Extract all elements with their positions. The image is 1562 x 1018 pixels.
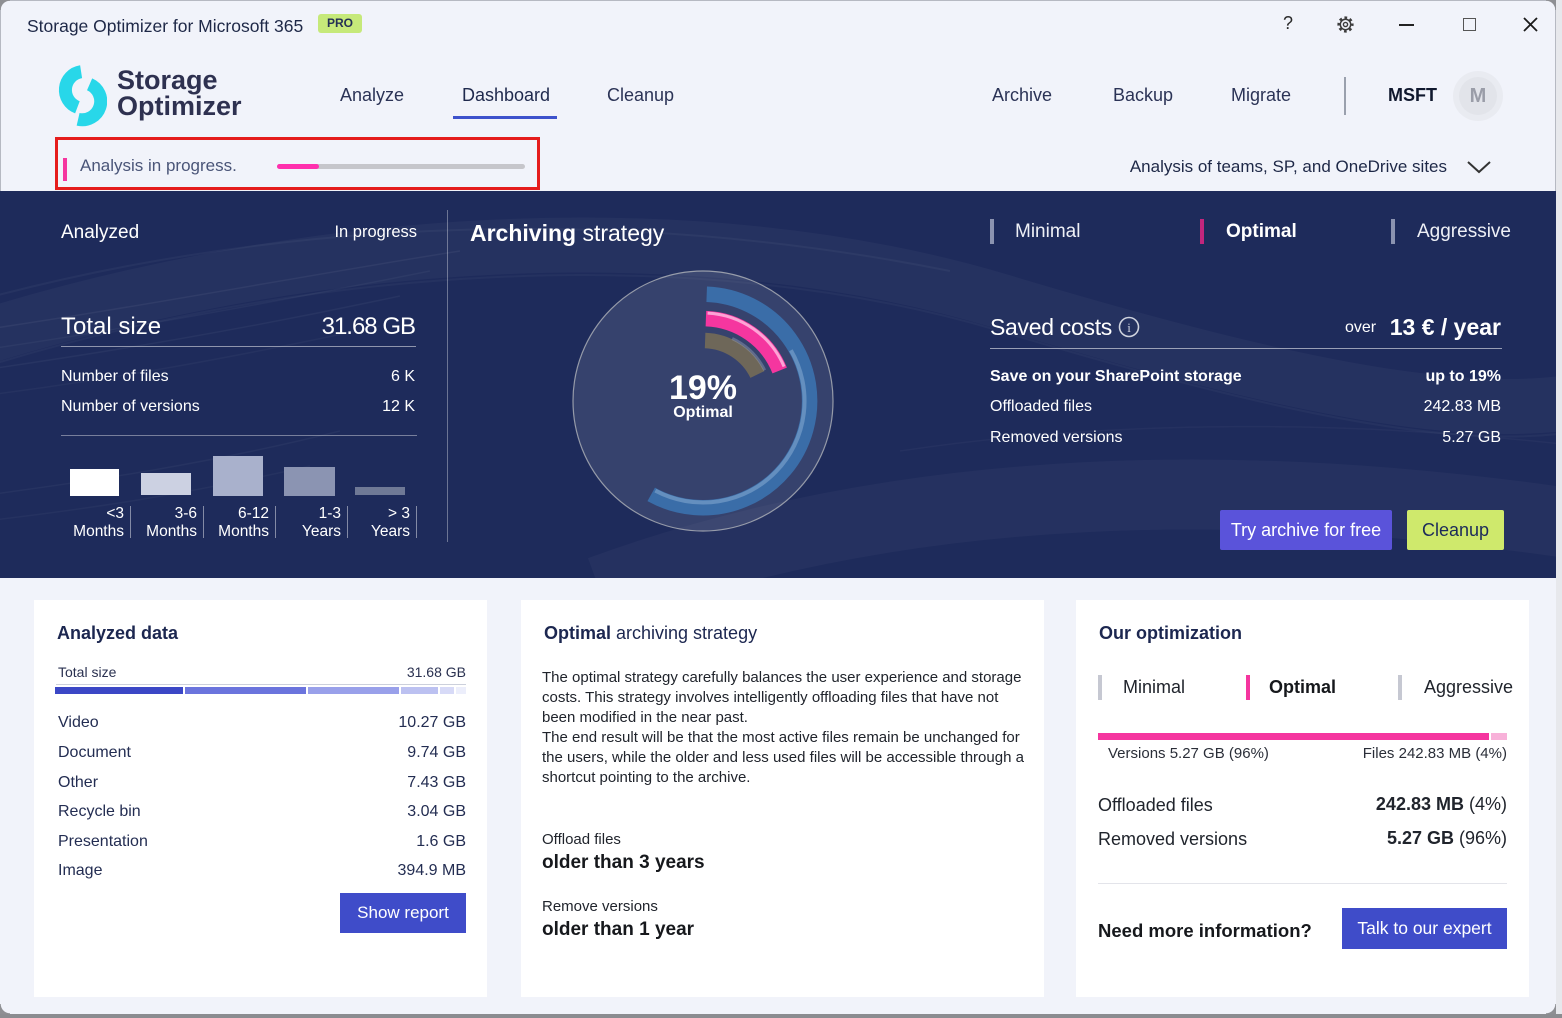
svg-text:i: i: [1127, 320, 1131, 335]
